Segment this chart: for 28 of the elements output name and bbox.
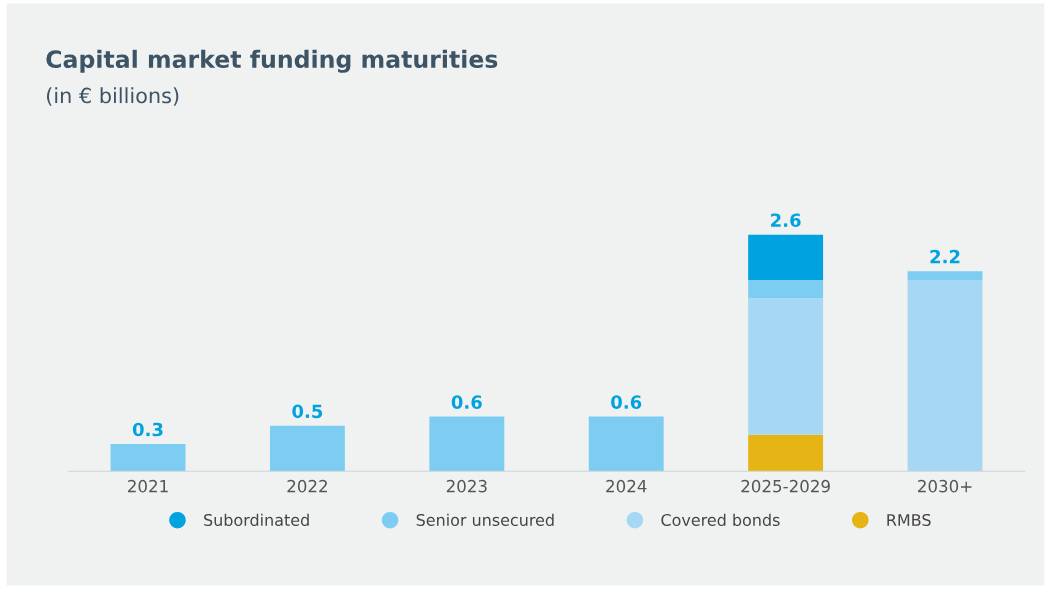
bar	[748, 434, 824, 472]
legend-label: Senior unsecured	[416, 513, 554, 527]
legend-label: RMBS	[887, 513, 931, 527]
annotation: 2.6	[771, 213, 801, 228]
bar	[907, 271, 983, 281]
bar	[748, 234, 824, 281]
bar	[429, 416, 505, 472]
x-tick-label: 2025-2029	[741, 479, 830, 493]
annotation: 2.2	[930, 249, 960, 264]
bar	[748, 280, 824, 299]
annotation: 0.6	[451, 395, 482, 409]
bar	[269, 425, 345, 472]
bar	[748, 298, 824, 435]
x-tick-label: 2023	[446, 479, 487, 493]
annotation: 0.5	[292, 404, 323, 419]
x-tick-label: 2022	[287, 479, 327, 493]
bar	[110, 444, 186, 472]
bar	[588, 416, 664, 472]
x-tick-label: 2021	[128, 479, 168, 493]
x-tick-label: 2024	[606, 479, 647, 493]
chart-subtitle: (in € billions)	[46, 87, 179, 106]
chart-title: Capital market funding maturities	[46, 49, 498, 73]
legend-label: Covered bonds	[661, 513, 780, 527]
bar	[907, 280, 983, 472]
annotation: 0.6	[611, 395, 642, 409]
annotation: 0.3	[132, 422, 163, 437]
x-tick-label: 2030+	[918, 479, 972, 493]
legend-label: Subordinated	[204, 513, 309, 527]
